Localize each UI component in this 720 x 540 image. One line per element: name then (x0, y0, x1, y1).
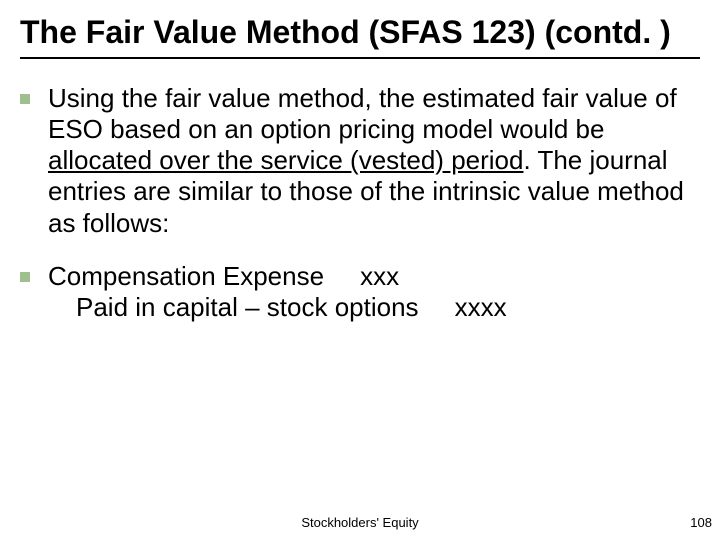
bullet-text: Using the fair value method, the estimat… (48, 83, 700, 239)
journal-entry-credit: Paid in capital – stock options xxxx (76, 292, 700, 323)
content-area: Using the fair value method, the estimat… (0, 59, 720, 323)
bullet-text-underlined: allocated over the service (vested) peri… (48, 145, 523, 175)
square-bullet-icon (20, 94, 30, 104)
journal-entry-debit: Compensation Expense xxx (48, 261, 399, 291)
footer-label: Stockholders' Equity (0, 515, 720, 530)
journal-entry: Compensation Expense xxx Paid in capital… (48, 261, 700, 323)
bullet-item: Compensation Expense xxx Paid in capital… (20, 261, 700, 323)
title-block: The Fair Value Method (SFAS 123) (contd.… (0, 0, 720, 59)
page-number: 108 (690, 515, 712, 530)
square-bullet-icon (20, 272, 30, 282)
bullet-item: Using the fair value method, the estimat… (20, 83, 700, 239)
slide-title: The Fair Value Method (SFAS 123) (contd.… (20, 14, 700, 51)
bullet-text-before: Using the fair value method, the estimat… (48, 83, 677, 144)
